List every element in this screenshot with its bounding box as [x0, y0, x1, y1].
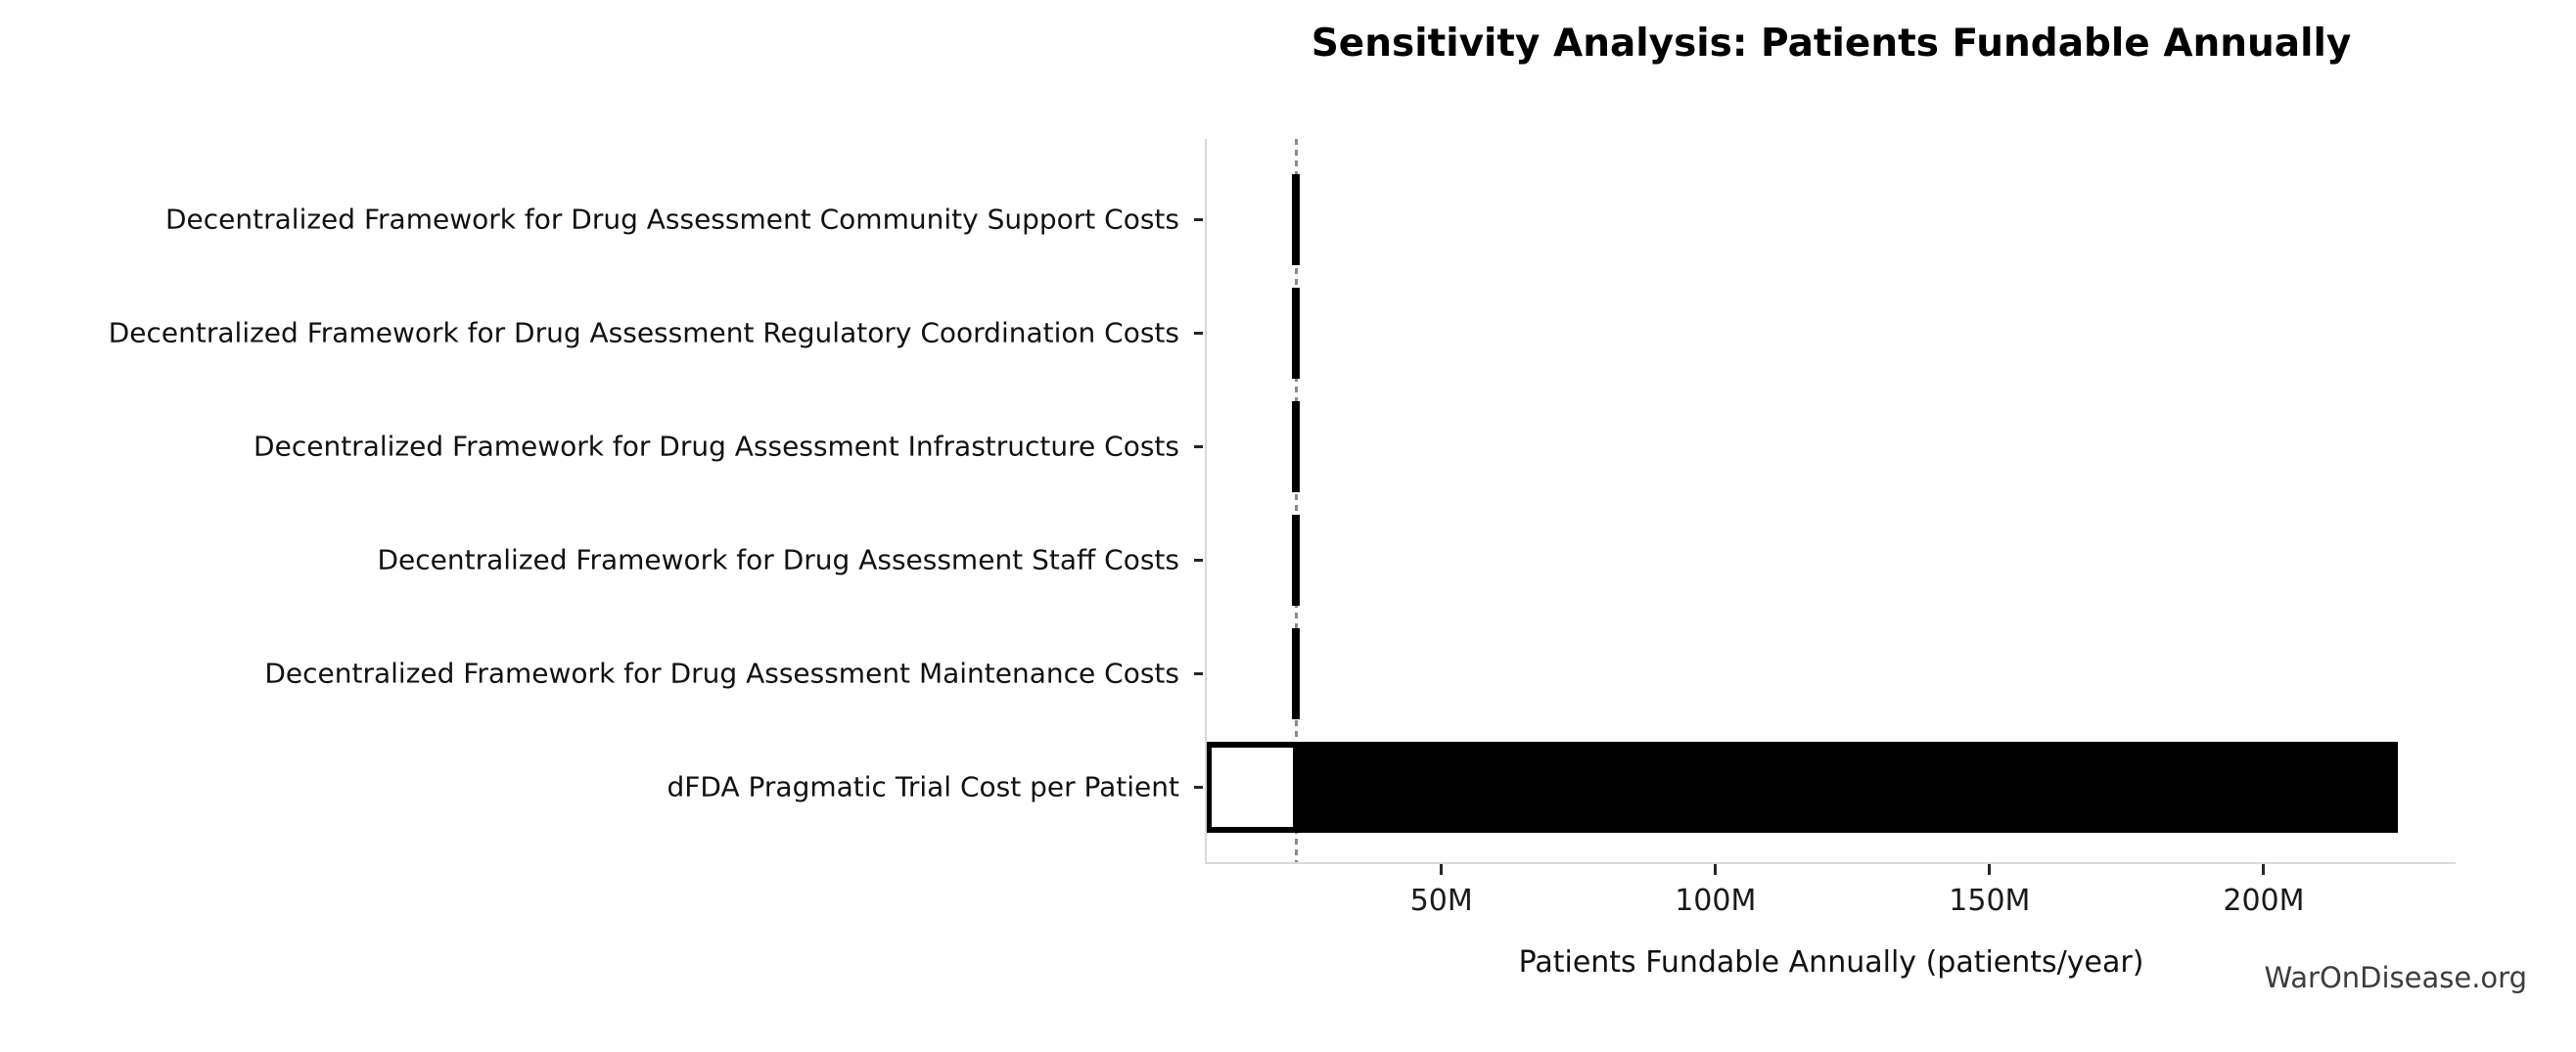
watermark-text: WarOnDisease.org: [2264, 961, 2527, 994]
y-axis-label: dFDA Pragmatic Trial Cost per Patient: [667, 770, 1180, 803]
tornado-bar-range: [1292, 514, 1300, 606]
y-axis-label: Decentralized Framework for Drug Assessm…: [253, 430, 1179, 463]
tornado-bar-high: [1207, 741, 2399, 833]
x-axis-tick: [1714, 864, 1718, 875]
y-axis-labels: Decentralized Framework for Drug Assessm…: [0, 0, 1179, 1052]
chart-title: Sensitivity Analysis: Patients Fundable …: [1311, 22, 2352, 66]
tornado-bar-range: [1292, 400, 1300, 492]
x-axis-tick-label: 100M: [1675, 884, 1757, 918]
y-axis-label: Decentralized Framework for Drug Assessm…: [108, 316, 1179, 349]
y-axis-tick: [1194, 785, 1203, 789]
y-axis-tick: [1194, 217, 1203, 221]
y-axis-tick: [1194, 558, 1203, 562]
x-axis-tick-label: 50M: [1409, 884, 1473, 918]
tornado-bar-low: [1209, 744, 1297, 830]
y-axis-label: Decentralized Framework for Drug Assessm…: [377, 543, 1179, 576]
y-axis-tick: [1194, 671, 1203, 675]
y-axis-label: Decentralized Framework for Drug Assessm…: [264, 657, 1179, 690]
y-axis-tick: [1194, 444, 1203, 448]
x-axis-tick: [1440, 864, 1444, 875]
plot-area: 50M 100M 150M 200M: [1194, 139, 2456, 918]
baseline-dashed-line: [1294, 139, 1298, 862]
y-axis-label: Decentralized Framework for Drug Assessm…: [165, 203, 1179, 236]
tornado-bar-range: [1292, 173, 1300, 265]
y-axis-tick: [1194, 331, 1203, 335]
x-axis-title: Patients Fundable Annually (patients/yea…: [1518, 945, 2144, 980]
x-axis-tick: [1988, 864, 1992, 875]
x-axis-tick: [2262, 864, 2266, 875]
x-axis-tick-label: 200M: [2223, 884, 2305, 918]
tornado-bar-range: [1292, 287, 1300, 379]
x-axis-tick-label: 150M: [1949, 884, 2031, 918]
tornado-bar-range: [1292, 627, 1300, 719]
